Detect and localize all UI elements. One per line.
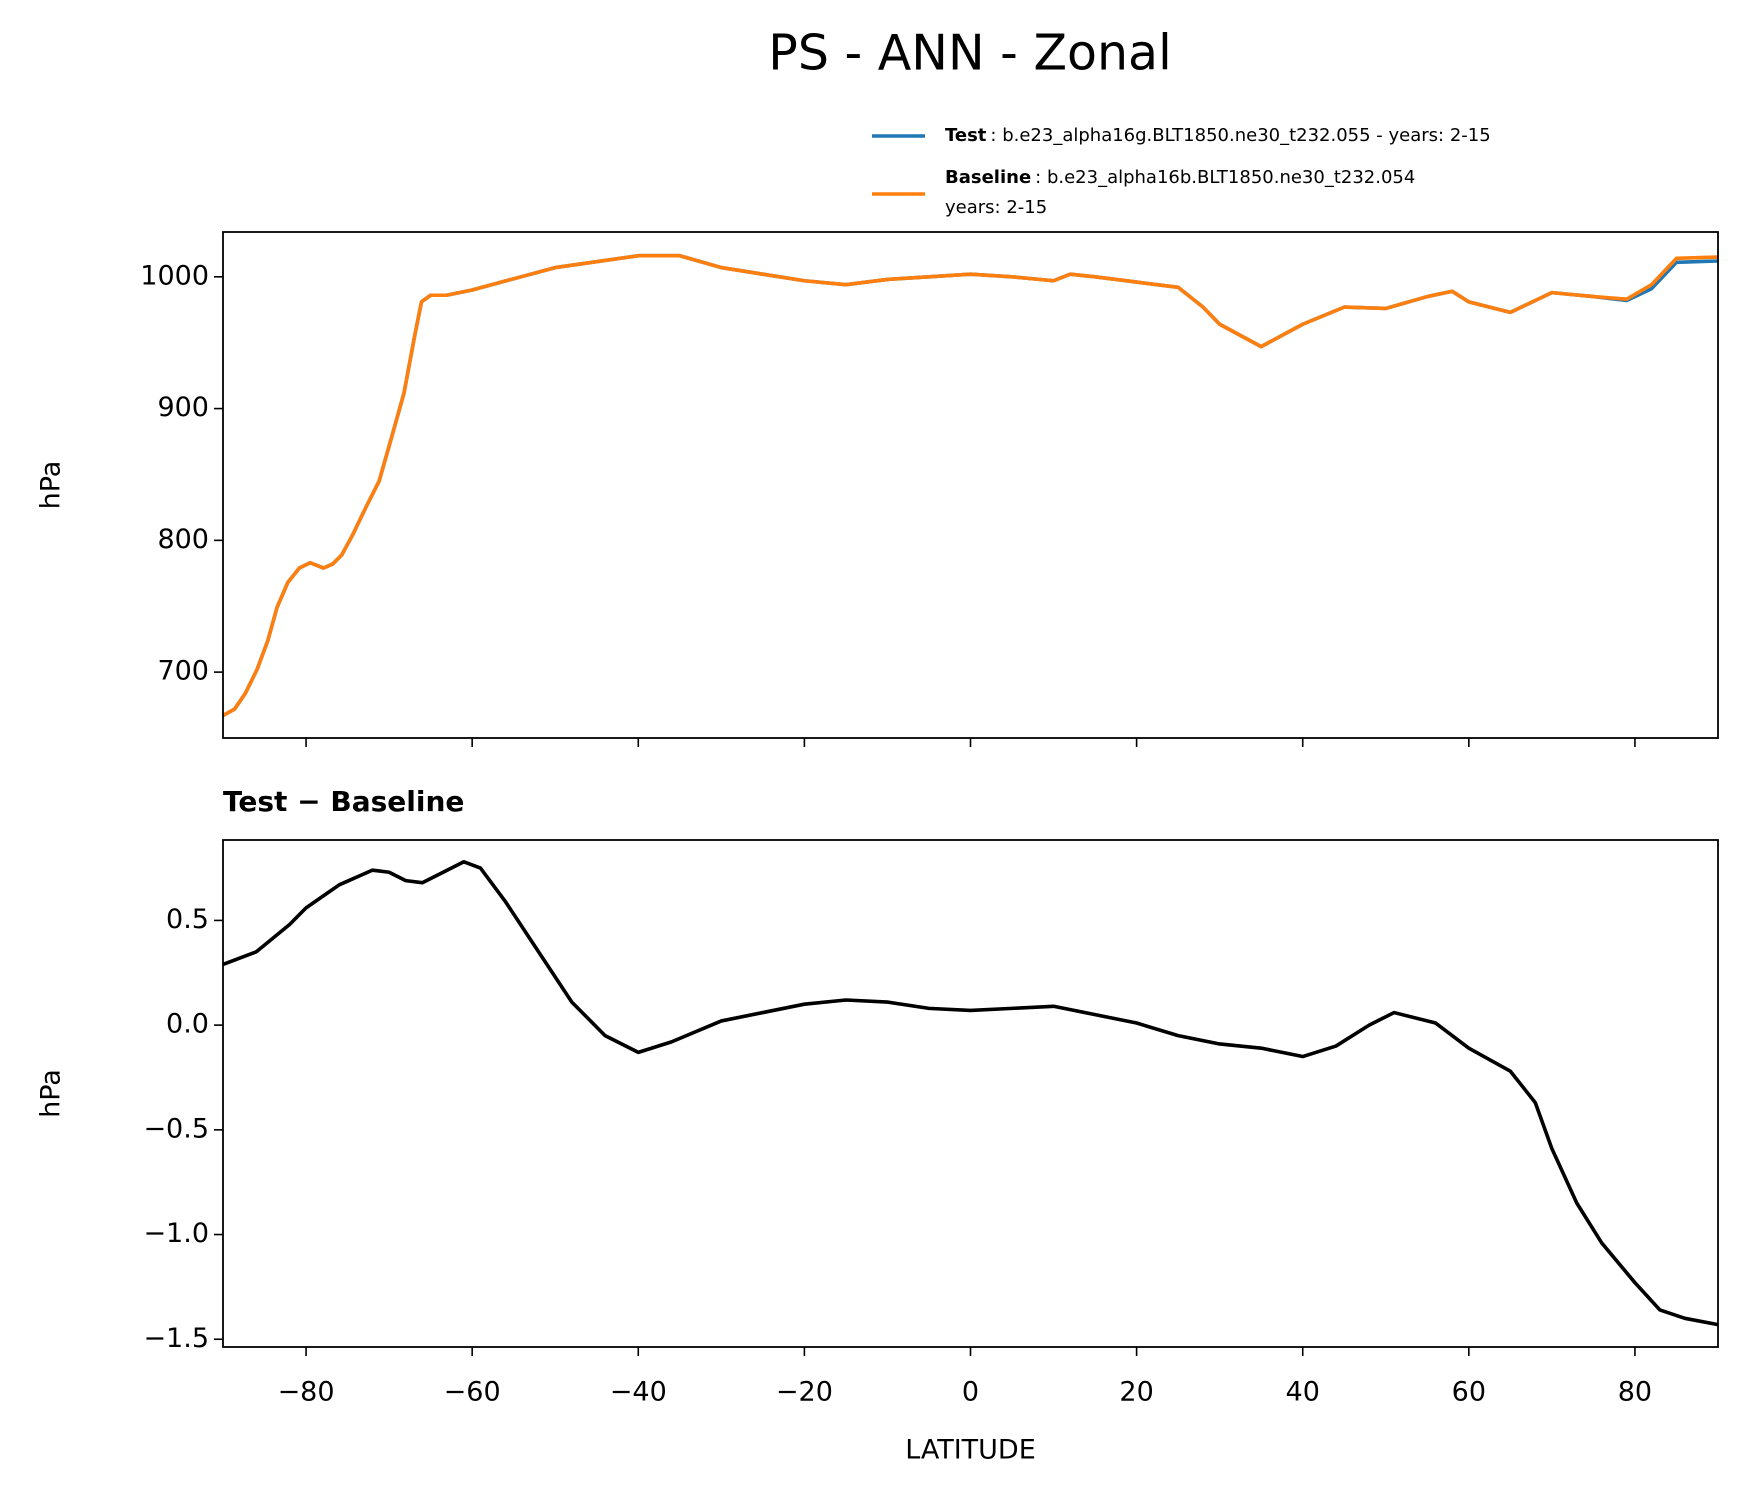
- legend-name: Baseline: [945, 167, 1031, 188]
- data-line: [222, 253, 1719, 718]
- y-tick-label: 900: [157, 392, 209, 423]
- legend-entry: Test: b.e23_alpha16g.BLT1850.ne30_t232.0…: [945, 125, 1491, 146]
- y-tick-label: 700: [157, 656, 209, 687]
- x-tick-label: 20: [1119, 1377, 1153, 1408]
- legend-name: Test: [945, 125, 987, 146]
- x-axis-label: LATITUDE: [905, 1435, 1036, 1466]
- legend-description: : b.e23_alpha16g.BLT1850.ne30_t232.055 -…: [990, 125, 1490, 146]
- y-tick-label: −0.5: [143, 1113, 209, 1144]
- y-tick-label: 800: [157, 524, 209, 555]
- x-tick-label: 0: [962, 1377, 979, 1408]
- x-tick-label: 60: [1452, 1377, 1486, 1408]
- y-tick-label: −1.0: [143, 1218, 209, 1249]
- y-axis-label: hPa: [36, 461, 67, 510]
- axes-frame: [222, 839, 1719, 1348]
- x-tick-label: −80: [278, 1377, 335, 1408]
- y-tick-label: −1.5: [143, 1323, 209, 1354]
- x-tick-label: −20: [776, 1377, 833, 1408]
- y-tick-label: 1000: [140, 260, 209, 291]
- y-axis-label: hPa: [36, 1069, 67, 1118]
- x-tick-label: −40: [610, 1377, 667, 1408]
- x-tick-label: 80: [1618, 1377, 1652, 1408]
- y-tick-label: 0.0: [166, 1009, 209, 1040]
- y-tick-label: 0.5: [166, 904, 209, 935]
- subplot-title: Test − Baseline: [223, 785, 464, 818]
- x-tick-label: −60: [444, 1377, 501, 1408]
- legend-entry: Baseline: b.e23_alpha16b.BLT1850.ne30_t2…: [945, 167, 1415, 188]
- axes-frame: [222, 231, 1719, 739]
- legend-description: : b.e23_alpha16b.BLT1850.ne30_t232.054: [1035, 167, 1415, 188]
- legend-description: years: 2-15: [945, 197, 1047, 218]
- data-line: [222, 859, 1719, 1327]
- figure-title: PS - ANN - Zonal: [768, 25, 1171, 82]
- x-tick-label: 40: [1286, 1377, 1320, 1408]
